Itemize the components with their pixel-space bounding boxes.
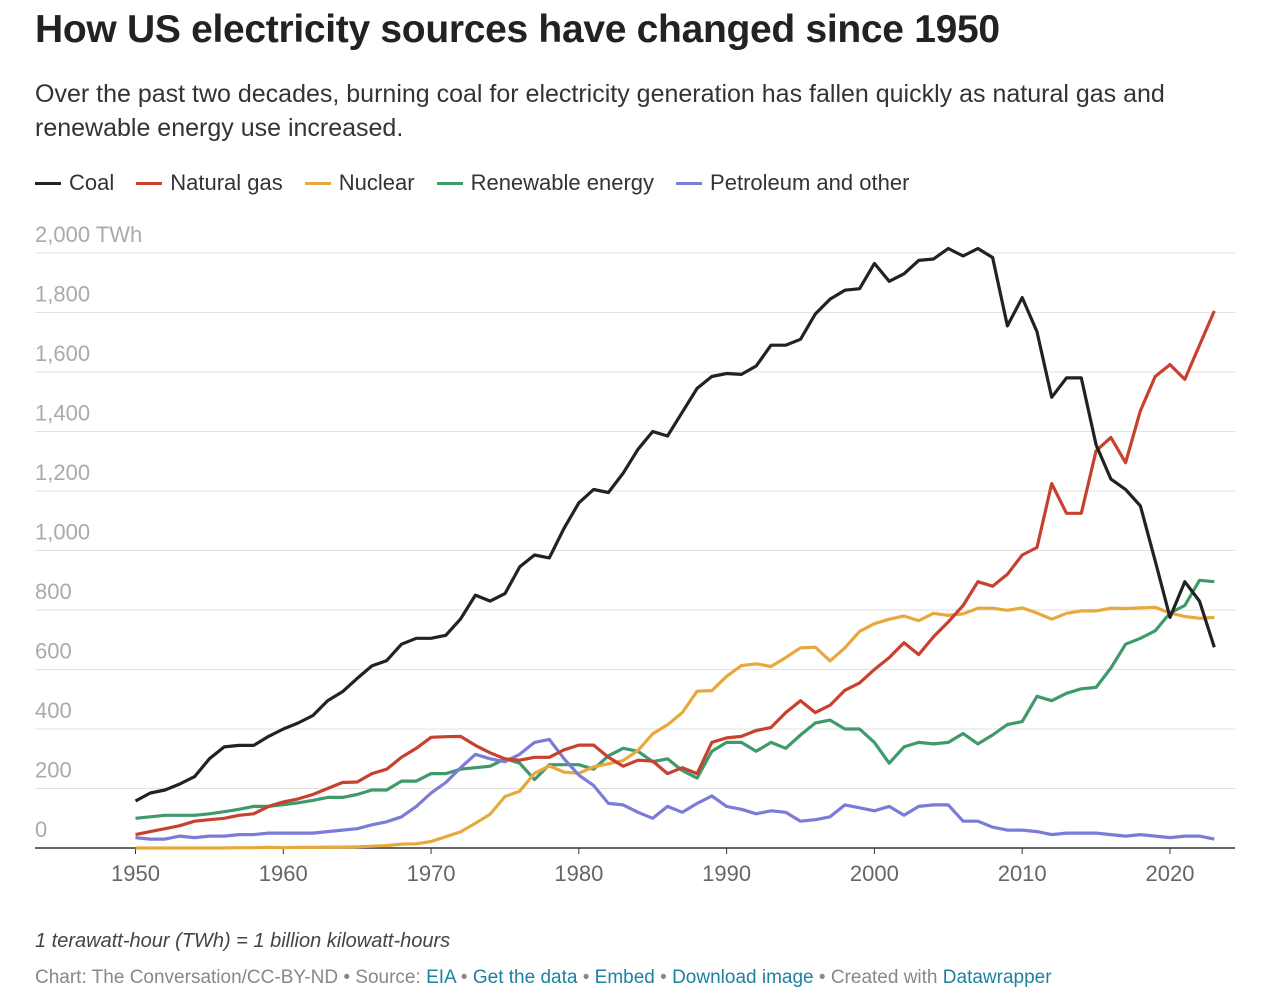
y-tick-label: 1,200 [35,460,90,485]
legend-label: Renewable energy [470,170,655,195]
source-link[interactable]: EIA [426,967,456,988]
legend-label: Nuclear [338,170,415,195]
y-tick-label: 2,000 TWh [35,222,142,247]
separator: • [818,967,826,988]
x-tick-label: 2010 [998,861,1047,886]
y-tick-label: 1,800 [35,282,90,307]
separator: • [582,967,590,988]
series-line [135,737,1215,841]
x-tick-label: 1980 [554,861,603,886]
footer-link[interactable]: Download image [672,967,814,988]
x-tick-label: 1990 [702,861,751,886]
footer-link[interactable]: Get the data [472,967,578,988]
series-line [135,310,1216,837]
source-label: Source: [355,967,421,988]
legend-item: Coal [35,170,114,196]
credit: Chart: The Conversation/CC-BY-ND [35,967,339,988]
x-tick-label: 1950 [111,861,160,886]
legend: Coal Natural gas Nuclear Renewable energy Pe… [35,170,909,196]
x-tick-label: 2000 [850,861,899,886]
legend-swatch [676,181,703,185]
y-tick-label: 1,400 [35,401,90,426]
y-tick-label: 1,600 [35,341,90,366]
chart-subtitle: Over the past two decades, burning coal … [35,80,1165,142]
legend-item: Petroleum and other [676,170,909,196]
legend-swatch [136,181,163,185]
created-label: Created with [830,967,938,988]
footer: Chart: The Conversation/CC-BY-ND • Sourc… [35,967,1052,989]
y-tick-label: 600 [35,639,72,664]
legend-item: Renewable energy [436,170,655,196]
x-tick-label: 1970 [407,861,456,886]
legend-swatch [436,181,463,185]
separator: • [660,967,667,988]
legend-label: Natural gas [170,170,283,195]
legend-item: Nuclear [304,170,415,196]
legend-label: Coal [69,170,115,195]
x-tick-label: 2020 [1145,861,1194,886]
chart-title: How US electricity sources have changed … [35,8,1000,51]
legend-label: Petroleum and other [710,170,910,195]
created-link[interactable]: Datawrapper [942,967,1052,988]
y-tick-label: 800 [35,579,72,604]
y-tick-label: 0 [35,817,47,842]
series-line [134,246,1216,803]
series-line [135,578,1215,820]
y-tick-label: 400 [35,698,72,723]
footer-link[interactable]: Embed [594,967,655,988]
y-tick-label: 200 [35,758,72,783]
y-tick-label: 1,000 [35,520,90,545]
legend-item: Natural gas [136,170,283,196]
legend-swatch [304,181,331,185]
legend-swatch [35,181,61,185]
separator: • [343,967,351,988]
series-line [135,605,1215,850]
separator: • [460,967,468,988]
note: 1 terawatt-hour (TWh) = 1 billion kilowa… [35,930,451,952]
x-tick-label: 1960 [259,861,308,886]
